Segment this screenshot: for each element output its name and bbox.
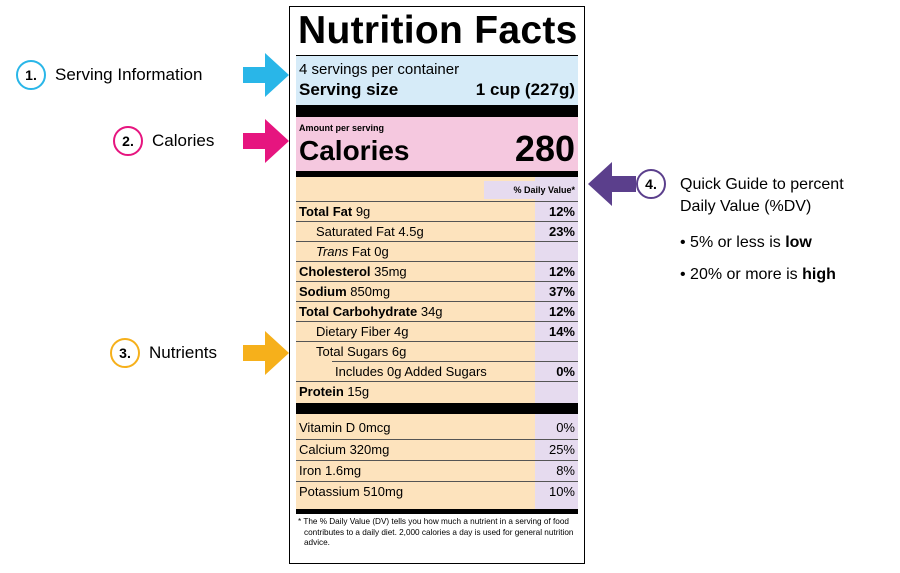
nutrient-amount: 4g	[394, 324, 409, 339]
bullet-text: • 5% or less is	[680, 234, 786, 251]
callout-serving-information: 1. Serving Information	[16, 60, 202, 90]
nutrient-name: Dietary Fiber	[316, 324, 391, 339]
guide-bullet-high: • 20% or more is high	[680, 266, 836, 284]
footnote: * The % Daily Value (DV) tells you how m…	[298, 517, 574, 547]
callout-number-4: 4.	[636, 169, 666, 199]
vitamin-dv: 0%	[556, 420, 575, 435]
nutrient-amount: Fat 0g	[351, 244, 389, 259]
nutrient-name: Includes 0g Added Sugars	[335, 364, 487, 379]
callout-calories: 2. Calories	[113, 126, 214, 156]
vitamin-row: Iron 1.6mg 8%	[296, 460, 578, 480]
thick-divider	[296, 403, 578, 414]
vitamin-row: Calcium 320mg 25%	[296, 439, 578, 459]
guide-bullet-low: • 5% or less is low	[680, 234, 812, 252]
nutrient-dv: 12%	[548, 204, 575, 219]
callout-label-4: Quick Guide to percent Daily Value (%DV)	[680, 174, 844, 218]
nutrient-row-cholesterol: Cholesterol 35mg 12%	[296, 261, 578, 281]
amount-per-serving: Amount per serving	[299, 123, 385, 133]
nutrient-amount: 850mg	[350, 284, 391, 299]
vitamin-row: Potassium 510mg 10%	[296, 481, 578, 501]
guide-line-1: Quick Guide to percent	[680, 176, 844, 193]
nutrition-label: Nutrition Facts 4 servings per container…	[289, 6, 585, 564]
nutrient-amount: 6g	[391, 344, 407, 359]
arrow-right-icon	[243, 331, 289, 375]
callout-label-3: Nutrients	[149, 343, 218, 362]
nutrient-dv: 14%	[548, 324, 575, 339]
nutrient-row-dietary-fiber: Dietary Fiber 4g 14%	[296, 321, 578, 341]
serving-section: 4 servings per container Serving size 1 …	[296, 55, 578, 106]
serving-size-label: Serving size	[299, 80, 399, 99]
nutrient-name: Total Fat	[299, 204, 353, 219]
nutrient-row-trans-fat: Trans Fat 0g	[296, 241, 578, 261]
callout-number-3: 3.	[110, 338, 140, 368]
arrow-right-icon	[243, 53, 289, 97]
callout-number-2: 2.	[113, 126, 143, 156]
nutrient-amount: 15g	[347, 384, 370, 399]
nutrient-name: Saturated Fat	[316, 224, 395, 239]
callout-number-1: 1.	[16, 60, 46, 90]
bullet-emphasis: high	[802, 266, 836, 283]
medium-divider	[296, 509, 578, 514]
nutrient-dv: 23%	[548, 224, 575, 239]
callout-label-2: Calories	[152, 131, 215, 150]
vitamin-name: Vitamin D 0mcg	[299, 420, 391, 435]
nutrient-row-total-fat: Total Fat 9g 12%	[296, 201, 578, 221]
thick-divider	[296, 105, 578, 117]
calories-label: Calories	[299, 135, 410, 166]
nutrient-row-protein: Protein 15g	[296, 381, 578, 401]
nutrient-amount: 35mg	[374, 264, 407, 279]
vitamin-name: Potassium 510mg	[299, 484, 404, 499]
nutrient-name: Sodium	[299, 284, 347, 299]
vitamin-row: Vitamin D 0mcg 0%	[296, 418, 578, 437]
callout-nutrients: 3. Nutrients	[110, 338, 217, 368]
nutrient-row-sodium: Sodium 850mg 37%	[296, 281, 578, 301]
nutrient-dv: 0%	[556, 364, 575, 379]
serving-size-value: 1 cup (227g)	[475, 80, 575, 99]
arrow-right-icon	[243, 119, 289, 163]
vitamin-dv: 8%	[556, 463, 575, 478]
vitamin-dv: 10%	[548, 484, 575, 499]
dv-header: % Daily Value*	[484, 181, 578, 199]
label-title: Nutrition Facts	[298, 9, 578, 52]
vitamin-name: Iron 1.6mg	[299, 463, 362, 478]
guide-line-2: Daily Value (%DV)	[680, 198, 812, 215]
nutrient-name: Total Sugars	[316, 344, 389, 359]
nutrient-name: Trans	[316, 244, 349, 259]
nutrient-name: Total Carbohydrate	[299, 304, 418, 319]
servings-per-container: 4 servings per container	[299, 61, 460, 78]
nutrient-name: Protein	[299, 384, 344, 399]
nutrient-dv: 12%	[548, 264, 575, 279]
arrow-left-icon	[588, 162, 636, 206]
nutrient-name: Cholesterol	[299, 264, 371, 279]
nutrient-amount: 34g	[420, 304, 443, 319]
nutrient-amount: 4.5g	[398, 224, 424, 239]
callout-label-1: Serving Information	[55, 65, 203, 84]
nutrient-row-saturated-fat: Saturated Fat 4.5g 23%	[296, 221, 578, 241]
nutrient-row-total-carbohydrate: Total Carbohydrate 34g 12%	[296, 301, 578, 321]
medium-divider	[296, 171, 578, 177]
nutrients-section: % Daily Value* Total Fat 9g 12% Saturate…	[296, 177, 578, 509]
calories-section: Amount per serving Calories 280	[296, 117, 578, 171]
calories-value: 280	[514, 128, 575, 169]
nutrient-amount: 9g	[355, 204, 371, 219]
dv-column	[535, 177, 578, 509]
nutrient-dv: 37%	[548, 284, 575, 299]
vitamin-dv: 25%	[548, 442, 575, 457]
bullet-text: • 20% or more is	[680, 266, 803, 283]
bullet-emphasis: low	[785, 234, 812, 251]
nutrient-dv: 12%	[548, 304, 575, 319]
nutrient-row-added-sugars: Includes 0g Added Sugars 0%	[332, 361, 578, 381]
nutrient-row-total-sugars: Total Sugars 6g	[296, 341, 578, 361]
vitamin-name: Calcium 320mg	[299, 442, 390, 457]
